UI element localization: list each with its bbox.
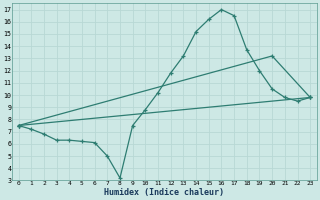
X-axis label: Humidex (Indice chaleur): Humidex (Indice chaleur) (104, 188, 224, 197)
